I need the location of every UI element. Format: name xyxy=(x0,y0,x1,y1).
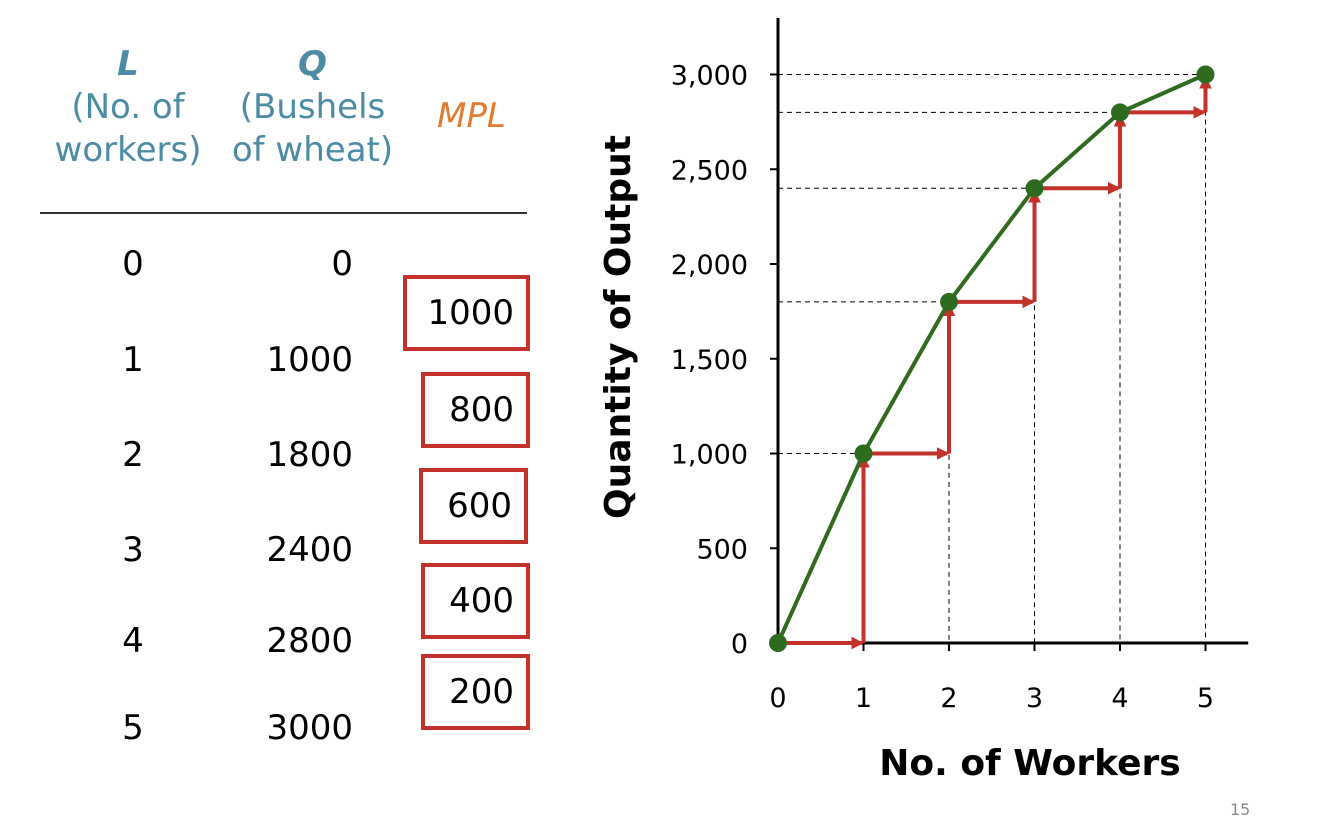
x-axis-title: No. of Workers xyxy=(879,743,1180,784)
q-symbol: Q xyxy=(298,44,327,84)
x-tick-label: 2 xyxy=(940,683,957,714)
y-tick-label: 1,500 xyxy=(671,345,748,376)
l-cell: 3 xyxy=(122,530,144,570)
y-tick-label: 0 xyxy=(731,629,748,660)
y-tick-label: 500 xyxy=(696,534,748,565)
page-number: 15 xyxy=(1230,800,1251,819)
y-tick-label: 2,000 xyxy=(671,250,748,281)
x-tick-label: 5 xyxy=(1197,683,1214,714)
x-tick-label: 4 xyxy=(1111,683,1128,714)
mpl-box: 800 xyxy=(421,372,530,448)
mpl-box: 1000 xyxy=(403,275,530,351)
l-cell: 2 xyxy=(122,435,144,475)
production-function-line xyxy=(776,72,1207,644)
q-cell: 0 xyxy=(331,244,353,284)
mpl-header: MPL xyxy=(437,96,506,136)
y-axis-title: Quantity of Output xyxy=(598,135,639,519)
l-cell: 5 xyxy=(122,708,144,748)
l-desc-line2: workers) xyxy=(54,130,202,170)
l-header: L (No. of workers) xyxy=(48,43,208,172)
l-cell: 1 xyxy=(122,340,144,380)
y-tick-label: 3,000 xyxy=(671,61,748,92)
q-cell: 2400 xyxy=(266,530,353,570)
data-point xyxy=(769,634,787,652)
x-tick-label: 0 xyxy=(769,683,786,714)
q-cell: 1800 xyxy=(266,435,353,475)
q-cell: 3000 xyxy=(266,708,353,748)
l-symbol: L xyxy=(117,44,139,84)
q-cell: 1000 xyxy=(266,340,353,380)
mpl-box: 400 xyxy=(421,563,530,639)
y-tick-label: 2,500 xyxy=(671,155,748,186)
l-cell: 4 xyxy=(122,621,144,661)
data-point xyxy=(1025,179,1044,198)
mpl-box: 600 xyxy=(419,468,528,544)
data-point xyxy=(940,292,958,311)
q-desc-line1: (Bushels xyxy=(239,87,386,127)
data-point xyxy=(1111,103,1129,122)
x-tick-label: 3 xyxy=(1026,683,1043,714)
mpl-box: 200 xyxy=(421,654,530,730)
data-point xyxy=(1196,65,1215,84)
q-header: Q (Bushels of wheat) xyxy=(225,43,400,172)
x-tick-label: 1 xyxy=(855,683,872,714)
header-rule xyxy=(40,212,527,214)
l-desc-line1: (No. of xyxy=(71,87,185,127)
q-cell: 2800 xyxy=(266,621,353,661)
data-point xyxy=(854,444,873,463)
q-desc-line2: of wheat) xyxy=(231,130,394,170)
y-tick-label: 1,000 xyxy=(671,440,748,471)
l-cell: 0 xyxy=(122,244,144,284)
